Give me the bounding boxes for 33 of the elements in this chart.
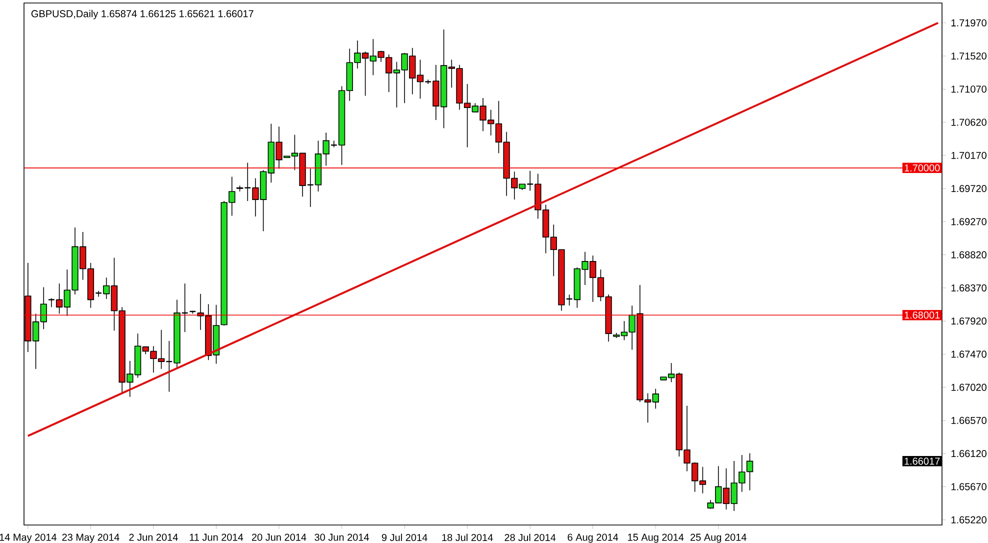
x-tick-label: 23 May 2014 [62, 534, 120, 543]
y-tick-label: 1.68370 [951, 284, 986, 292]
x-tick-label: 20 Jun 2014 [252, 534, 306, 541]
ref-line-label: 1.68001 [904, 312, 940, 319]
y-tick-label: 1.70620 [951, 118, 986, 126]
x-tick-label: 11 Jun 2014 [190, 534, 244, 541]
x-tick-label: 2 Jun 2014 [129, 534, 178, 541]
x-tick-label: 6 Aug 2014 [568, 534, 618, 543]
y-tick-label: 1.68820 [951, 251, 986, 258]
y-tick-label: 1.70170 [951, 152, 986, 159]
y-tick-label: 1.65670 [951, 483, 986, 490]
x-tick-label: 28 Jul 2014 [504, 534, 556, 542]
x-tick-label: 14 May 2014 [0, 534, 57, 543]
x-tick-label: 18 Jul 2014 [442, 534, 493, 542]
candlestick [699, 466, 706, 494]
y-tick-label: 1.67920 [951, 318, 986, 325]
y-tick-label: 1.66120 [951, 450, 986, 458]
x-tick-label: 15 Aug 2014 [628, 534, 684, 543]
y-tick-label: 1.69270 [951, 218, 986, 226]
y-tick-label: 1.67020 [951, 384, 986, 391]
y-tick-label: 1.66570 [951, 416, 986, 424]
x-tick-label: 9 Jul 2014 [382, 534, 428, 542]
text: GBPUSD,Daily 1.65874 1.66125 1.65621 1.66017 [31, 10, 254, 20]
y-tick-label: 1.71970 [951, 19, 986, 26]
ref-line-label: 1.70000 [904, 164, 940, 172]
x-tick-label: 30 Jun 2014 [314, 534, 369, 541]
y-tick-label: 1.67470 [951, 350, 986, 358]
y-tick-label: 1.69720 [951, 184, 986, 192]
y-tick-label: 1.71520 [951, 52, 986, 60]
y-tick-label: 1.71070 [951, 86, 986, 93]
y-tick-label: 1.65220 [951, 516, 986, 524]
annotation: 1.66017 [904, 458, 940, 465]
x-tick-label: 25 Aug 2014 [690, 534, 746, 543]
